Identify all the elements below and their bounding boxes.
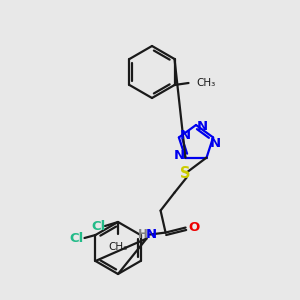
Text: N: N [210,137,221,150]
Text: N: N [174,149,185,162]
Text: N: N [179,129,191,142]
Text: Cl: Cl [91,220,105,232]
Text: Cl: Cl [69,232,84,244]
Text: H: H [138,228,148,241]
Text: N: N [146,228,157,241]
Text: CH₃: CH₃ [196,78,216,88]
Text: S: S [180,166,191,181]
Text: O: O [188,221,199,234]
Text: N: N [196,119,208,133]
Text: CH₃: CH₃ [108,242,128,252]
